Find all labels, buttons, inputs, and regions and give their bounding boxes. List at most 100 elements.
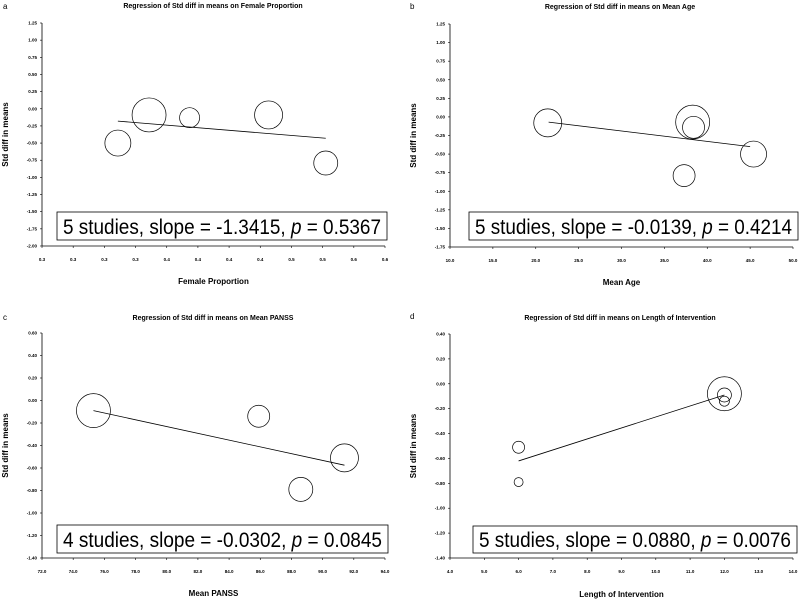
panel-letter: a [3, 2, 8, 11]
study-point [313, 150, 339, 176]
y-tick-label: 0.00 [436, 381, 445, 386]
x-tick-label: 50.0 [789, 258, 798, 263]
y-tick-label: 1.00 [436, 40, 445, 45]
y-tick-label: -0.20 [27, 421, 38, 426]
y-tick-label: 1.25 [436, 22, 445, 27]
x-tick-label: 0.6 [351, 257, 358, 262]
y-tick-label: -0.60 [435, 456, 446, 461]
y-tick-label: 0.00 [436, 114, 445, 119]
x-axis-label: Mean PANSS [189, 589, 239, 598]
panel-b: b Regression of Std diff in means on Mean… [409, 2, 799, 287]
panel-d: d Regression of Std diff in means on Leng… [409, 312, 798, 599]
y-tick-label: 0.50 [28, 72, 37, 77]
x-tick-label: 0.6 [382, 257, 389, 262]
study-point [512, 440, 525, 454]
annotation-p: p [291, 529, 302, 552]
annotation-text: 5 studies, slope = 0.0880, p = 0.0076 [479, 529, 791, 552]
x-tick-label: 8.0 [584, 569, 591, 574]
x-tick-label: 13.0 [754, 569, 763, 574]
y-tick-label: -0.75 [435, 170, 446, 175]
x-tick-label: 94.0 [381, 569, 390, 574]
y-tick-label: -0.20 [435, 406, 446, 411]
chart-title: Regression of Std diff in means on Mean … [545, 4, 695, 11]
study-point [330, 443, 359, 473]
study-point [247, 404, 271, 428]
x-tick-label: 30.0 [617, 258, 626, 263]
y-tick-label: -1.00 [27, 511, 38, 516]
y-tick-label: -1.20 [435, 531, 446, 536]
x-tick-label: 0.5 [288, 257, 295, 262]
study-point [179, 107, 200, 129]
x-tick-label: 10.0 [651, 569, 660, 574]
x-tick-label: 7.0 [550, 569, 557, 574]
y-tick-label: 0.40 [436, 332, 445, 337]
x-tick-label: 11.0 [686, 569, 695, 574]
x-tick-label: 90.0 [318, 569, 327, 574]
annotation-text: 4 studies, slope = -0.0302, p = 0.0845 [63, 529, 382, 552]
study-point [533, 108, 563, 138]
annotation-box [56, 211, 388, 241]
x-tick-label: 35.0 [660, 258, 669, 263]
y-tick-label: -0.75 [27, 158, 38, 163]
annotation-prefix: 5 studies, slope = 0.0880, [479, 529, 701, 552]
study-point [76, 393, 111, 428]
panel-letter: d [410, 312, 414, 321]
x-tick-label: 74.0 [69, 569, 78, 574]
y-tick-label: 0.00 [28, 398, 37, 403]
panel-a: a Regression of Std diff in means on Fema… [1, 2, 389, 286]
chart-title: Regression of Std diff in means on Femal… [123, 3, 302, 10]
annotation-prefix: 5 studies, slope = -0.0139, [475, 216, 702, 239]
y-tick-label: -1.25 [435, 207, 446, 212]
regression-line [93, 410, 345, 466]
x-tick-label: 84.0 [225, 569, 234, 574]
study-point [131, 97, 167, 133]
x-tick-label: 0.5 [320, 257, 327, 262]
x-tick-label: 15.0 [488, 258, 497, 263]
y-tick-label: -2.00 [27, 244, 38, 249]
y-tick-label: 0.00 [28, 106, 37, 111]
y-tick-label: -1.50 [27, 209, 38, 214]
regression-line [117, 120, 326, 139]
y-tick-label: 0.20 [436, 356, 445, 361]
x-tick-label: 14.0 [789, 569, 798, 574]
annotation-suffix: = 0.4214 [713, 216, 793, 239]
annotation-prefix: 4 studies, slope = -0.0302, [63, 529, 292, 552]
y-tick-label: -1.75 [27, 226, 38, 231]
annotation-p: p [700, 529, 711, 552]
x-tick-label: 86.0 [256, 569, 265, 574]
x-tick-label: 10.0 [446, 258, 455, 263]
study-point [675, 104, 711, 140]
panel-letter: c [3, 313, 7, 322]
x-tick-label: 0.4 [257, 257, 264, 262]
study-point [288, 477, 314, 502]
y-tick-label: -0.80 [27, 488, 38, 493]
regression-line [518, 394, 725, 462]
study-point [740, 140, 767, 168]
x-tick-label: 0.3 [132, 257, 139, 262]
annotation-text: 5 studies, slope = -1.3415, p = 0.5367 [63, 216, 381, 239]
annotation-box [472, 525, 798, 554]
y-axis-label: Std diff in means [409, 103, 418, 168]
x-tick-label: 72.0 [38, 569, 47, 574]
annotation-suffix: = 0.0076 [711, 529, 791, 552]
study-point [672, 164, 696, 187]
x-axis-label: Mean Age [603, 278, 641, 287]
x-tick-label: 0.3 [70, 257, 77, 262]
study-point [717, 387, 732, 403]
y-axis-label: Std diff in means [1, 102, 10, 167]
y-axis-label: Std diff in means [409, 413, 418, 478]
x-tick-label: 92.0 [349, 569, 358, 574]
x-tick-label: 5.0 [481, 569, 488, 574]
x-tick-label: 25.0 [574, 258, 583, 263]
annotation-suffix: = 0.5367 [301, 216, 381, 239]
annotation-prefix: 5 studies, slope = -1.3415, [63, 216, 291, 239]
y-tick-label: -0.60 [27, 466, 38, 471]
x-tick-label: 0.4 [226, 257, 233, 262]
y-tick-label: 0.25 [28, 89, 37, 94]
annotation-p: p [290, 216, 301, 239]
x-axis-label: Length of Intervention [579, 590, 664, 599]
y-tick-label: -0.80 [435, 481, 446, 486]
annotation-p: p [701, 216, 712, 239]
y-tick-label: 0.20 [28, 376, 37, 381]
